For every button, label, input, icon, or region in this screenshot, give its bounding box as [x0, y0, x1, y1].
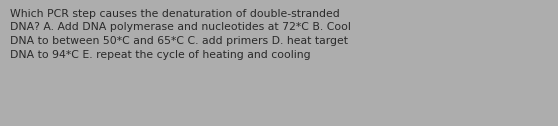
Text: Which PCR step causes the denaturation of double-stranded
DNA? A. Add DNA polyme: Which PCR step causes the denaturation o… [10, 9, 351, 60]
